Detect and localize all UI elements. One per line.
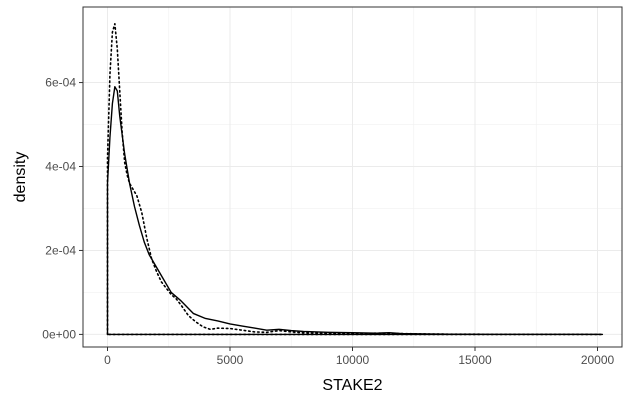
y-axis-title: density [12,152,29,203]
y-axis-ticks: 0e+00 2e-04 4e-04 6e-04 [42,76,83,341]
x-tick-label: 0 [104,353,111,367]
x-axis-title: STAKE2 [322,377,382,394]
density-line-dotted [106,22,604,336]
series-layer [106,22,604,336]
x-tick-label: 5000 [217,353,244,367]
x-axis-ticks: 0 5000 10000 15000 20000 [104,347,615,367]
y-tick-label: 6e-04 [45,76,76,90]
y-tick-label: 4e-04 [45,160,76,174]
x-tick-label: 10000 [336,353,370,367]
y-tick-label: 2e-04 [45,243,76,257]
x-tick-label: 15000 [458,353,492,367]
x-tick-label: 20000 [581,353,615,367]
y-tick-label: 0e+00 [42,327,76,341]
